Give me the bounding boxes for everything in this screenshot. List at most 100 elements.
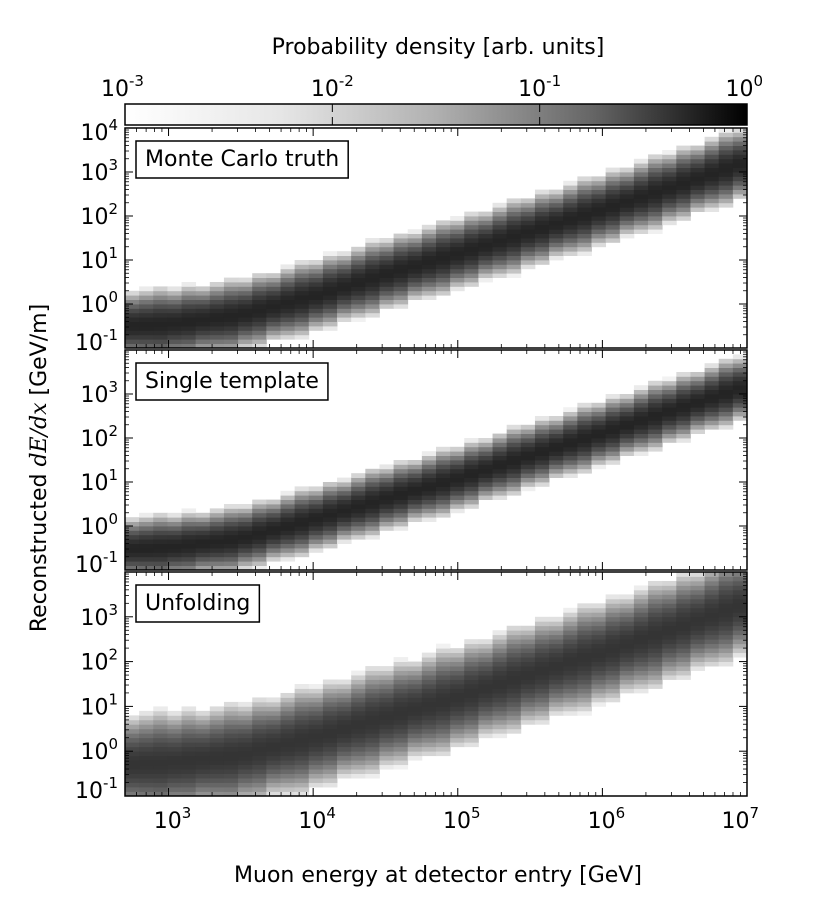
heatmap-cell (464, 688, 479, 694)
heatmap-cell (266, 764, 281, 770)
heatmap-cell (563, 180, 578, 186)
heatmap-cell (633, 167, 649, 173)
heatmap-cell (322, 746, 338, 752)
heatmap-cell (393, 715, 409, 721)
heatmap-cell (492, 495, 508, 500)
heatmap-cell (407, 277, 423, 283)
heatmap-cell (662, 407, 677, 412)
heatmap-cell (534, 438, 550, 443)
heatmap-cell (563, 216, 578, 221)
heatmap-cell (209, 548, 225, 553)
y-tick-label: 100 (80, 510, 118, 540)
heatmap-cell (478, 468, 493, 474)
heatmap-cell (308, 326, 324, 331)
x-tick-label: 104 (298, 804, 336, 834)
heatmap-cell (478, 268, 493, 274)
heatmap-cell (534, 220, 550, 226)
heatmap-cell (605, 394, 621, 399)
heatmap-cell (393, 724, 409, 730)
heatmap-cell (577, 416, 592, 421)
heatmap-cell (393, 282, 409, 287)
heatmap-cell (238, 534, 253, 540)
heatmap-cell (181, 565, 197, 570)
heatmap-cell (450, 460, 465, 465)
heatmap-cell (704, 607, 720, 613)
heatmap-cell (294, 286, 310, 292)
heatmap-cell (266, 769, 281, 774)
heatmap-cell (223, 521, 239, 527)
heatmap-cell (308, 746, 324, 752)
heatmap-cell (492, 229, 508, 234)
heatmap-cell (365, 277, 380, 283)
heatmap-cell (563, 468, 578, 474)
heatmap-cell (478, 273, 493, 278)
heatmap-cell (648, 158, 663, 164)
heatmap-cell (676, 621, 691, 627)
heatmap-cell (125, 299, 140, 305)
heatmap-cell (167, 710, 182, 716)
heatmap-cell (181, 755, 197, 761)
heatmap-cell (337, 701, 352, 707)
heatmap-cell (322, 742, 338, 748)
heatmap-cell (450, 648, 465, 654)
heatmap-cell (294, 715, 310, 721)
heatmap-cell (478, 216, 493, 221)
panel-title: Unfolding (145, 591, 250, 616)
heatmap-cell (407, 755, 423, 761)
heatmap-cell (393, 477, 409, 483)
heatmap-cell (294, 317, 310, 322)
heatmap-cell (520, 438, 536, 443)
heatmap-cell (690, 652, 705, 658)
heatmap-cell (139, 330, 154, 336)
heatmap-cell (520, 202, 536, 208)
heatmap-cell (478, 657, 493, 662)
heatmap-cell (407, 504, 423, 509)
heatmap-cell (181, 715, 197, 721)
heatmap-cell (633, 185, 649, 190)
heatmap-cell (591, 455, 607, 461)
heatmap-cell (337, 688, 352, 694)
heatmap-cell (718, 372, 734, 377)
heatmap-cell (181, 312, 197, 318)
heatmap-cell (238, 299, 253, 305)
heatmap-cell (294, 312, 310, 318)
heatmap-cell (563, 473, 578, 478)
heatmap-cell (393, 233, 409, 239)
heatmap-cell (450, 504, 465, 509)
heatmap-cell (365, 308, 380, 314)
heatmap-cell (167, 719, 182, 725)
heatmap-cell (676, 380, 691, 386)
heatmap-cell (506, 455, 522, 461)
heatmap-cell (393, 701, 409, 707)
heatmap-cell (605, 429, 621, 434)
heatmap-cell (549, 238, 564, 243)
heatmap-cell (379, 679, 394, 685)
heatmap-cell (421, 242, 437, 248)
heatmap-cell (407, 255, 423, 261)
heatmap-cell (534, 643, 550, 649)
heatmap-cell (478, 264, 493, 270)
heatmap-cell (662, 185, 677, 190)
heatmap-cell (591, 625, 607, 631)
heatmap-cell (520, 719, 536, 725)
heatmap-cell (337, 692, 352, 698)
heatmap-cell (506, 661, 522, 667)
heatmap-cell (407, 295, 423, 300)
heatmap-cell (351, 312, 366, 318)
heatmap-cell (605, 688, 621, 694)
heatmap-cell (648, 585, 663, 591)
heatmap-cell (294, 733, 310, 739)
heatmap-cell (153, 308, 168, 314)
heatmap-cell (421, 260, 437, 265)
heatmap-cell (718, 621, 734, 627)
heatmap-cell (139, 317, 154, 322)
heatmap-cell (167, 339, 182, 344)
heatmap-cell (393, 742, 409, 748)
heatmap-cell (167, 286, 182, 292)
heatmap-cell (704, 648, 720, 654)
heatmap-cell (436, 224, 451, 230)
heatmap-cell (421, 495, 437, 500)
heatmap-cell (294, 548, 310, 553)
heatmap-cell (125, 290, 140, 296)
heatmap-cell (351, 304, 366, 309)
